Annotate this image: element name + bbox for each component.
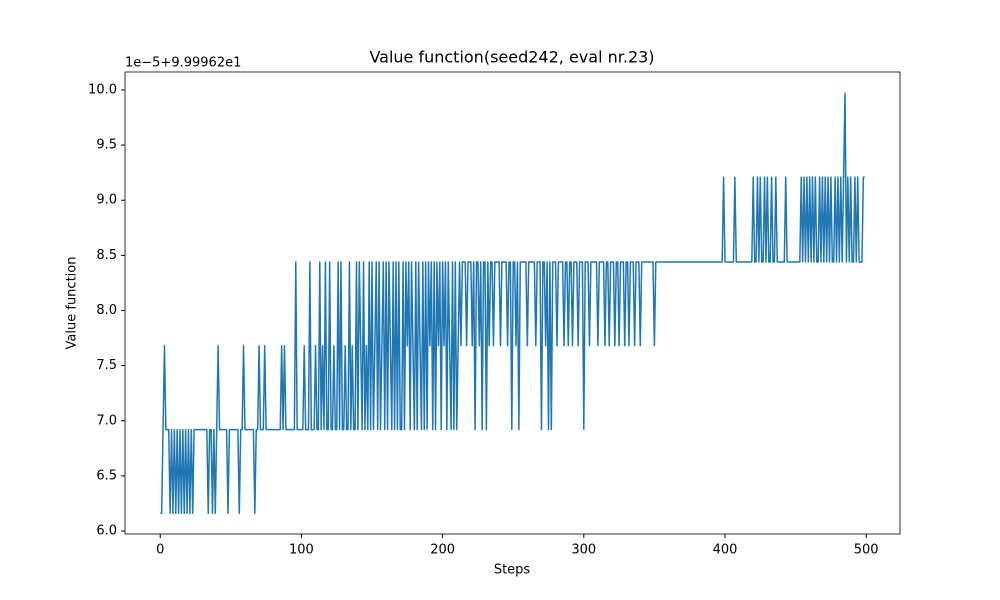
x-tick-label: 300 bbox=[571, 543, 596, 558]
y-tick-label: 8.0 bbox=[96, 303, 117, 318]
x-tick-label: 200 bbox=[430, 543, 455, 558]
y-tick-label: 7.5 bbox=[96, 358, 117, 373]
y-axis-label: Value function bbox=[65, 257, 80, 350]
y-tick-label: 6.5 bbox=[96, 468, 117, 483]
y-tick-label: 9.5 bbox=[96, 138, 117, 153]
y-tick-label: 8.5 bbox=[96, 248, 117, 263]
data-line bbox=[160, 92, 865, 515]
x-tick-label: 100 bbox=[289, 543, 314, 558]
chart-title: Value function(seed242, eval nr.23) bbox=[369, 48, 654, 67]
x-tick-label: 500 bbox=[854, 543, 879, 558]
y-tick-label: 6.0 bbox=[96, 524, 117, 539]
y-tick-label: 7.0 bbox=[96, 413, 117, 428]
x-tick-label: 0 bbox=[156, 543, 164, 558]
y-tick-label: 10.0 bbox=[88, 82, 117, 97]
plot-frame bbox=[124, 71, 901, 535]
offset-text: 1e−5+9.99962e1 bbox=[125, 56, 241, 71]
y-tick-label: 9.0 bbox=[96, 193, 117, 208]
x-tick-label: 400 bbox=[713, 543, 738, 558]
x-axis-label: Steps bbox=[494, 563, 531, 578]
